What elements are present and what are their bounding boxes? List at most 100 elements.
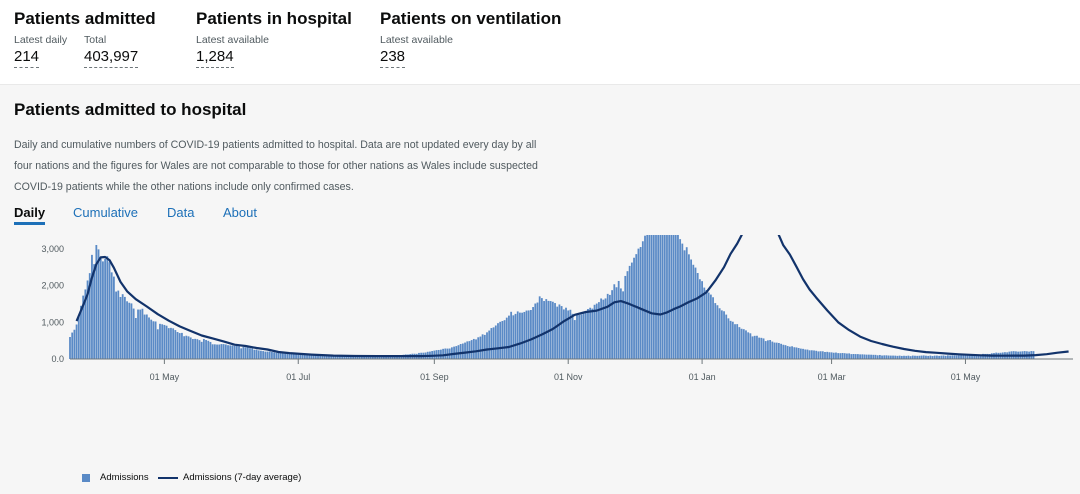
admissions-bar <box>723 311 725 359</box>
admissions-bar <box>881 355 883 359</box>
admissions-bar <box>582 312 585 359</box>
admissions-bar <box>670 235 673 359</box>
admitted-total-value[interactable]: 403,997 <box>84 48 139 68</box>
admissions-bar <box>374 355 376 359</box>
admissions-bar <box>279 352 282 359</box>
admissions-bar <box>332 355 335 359</box>
admissions-bar <box>591 308 594 359</box>
admissions-bar <box>400 355 403 359</box>
admissions-bar <box>931 356 934 359</box>
admissions-bar <box>86 280 89 359</box>
admissions-bar <box>492 327 495 359</box>
admissions-bar <box>874 354 877 359</box>
admissions-bar <box>598 302 600 359</box>
legend-admissions[interactable]: Admissions <box>82 472 149 483</box>
admissions-bar <box>688 254 690 359</box>
admissions-bar <box>196 339 199 359</box>
admissions-bar <box>802 348 804 359</box>
admissions-bar <box>505 317 508 359</box>
admissions-bar <box>979 354 982 359</box>
admissions-bar <box>554 303 556 359</box>
admissions-bar <box>734 324 736 359</box>
admissions-bar <box>841 353 844 359</box>
admissions-bar <box>655 235 657 359</box>
admissions-bar <box>323 355 326 359</box>
admissions-bar <box>681 243 684 359</box>
admissions-bar <box>898 355 901 359</box>
admissions-bar <box>729 320 732 359</box>
admissions-bar <box>837 353 840 359</box>
admissions-bar <box>639 247 642 359</box>
admissions-bar <box>369 356 372 359</box>
tab-cumulative[interactable]: Cumulative <box>73 205 139 220</box>
admissions-bar <box>391 355 394 359</box>
admissions-bar <box>472 338 475 359</box>
admissions-bar <box>156 329 159 359</box>
admissions-bar <box>630 262 633 359</box>
admissions-bar <box>797 348 800 359</box>
admissions-bar <box>235 345 238 359</box>
admissions-bar <box>885 355 888 359</box>
admitted-daily-value[interactable]: 214 <box>14 48 40 68</box>
admissions-bar <box>134 318 137 359</box>
x-tick-label: 01 Jul <box>286 372 310 382</box>
admissions-bar <box>497 323 499 359</box>
admissions-bar <box>813 350 815 359</box>
admissions-bar <box>325 355 328 359</box>
admissions-bar <box>547 300 550 359</box>
admissions-bar <box>957 355 960 359</box>
admissions-bar <box>652 235 655 359</box>
admissions-bar <box>694 267 697 359</box>
admissions-bar <box>216 344 218 359</box>
admissions-bar <box>308 355 311 359</box>
ventilation-value[interactable]: 238 <box>380 48 406 68</box>
admissions-bar <box>966 355 969 359</box>
admissions-bar <box>749 333 752 359</box>
x-tick-label: 01 May <box>150 372 180 382</box>
admissions-bar <box>159 323 161 359</box>
admissions-bar <box>483 334 486 359</box>
admissions-bar <box>892 355 894 359</box>
admissions-bar <box>846 353 848 359</box>
tab-daily[interactable]: Daily <box>14 205 46 225</box>
admissions-bar <box>143 314 146 359</box>
admissions-bar <box>960 355 962 359</box>
admitted-total-label: Total <box>84 34 107 46</box>
legend-average[interactable]: Admissions (7-day average) <box>158 472 301 483</box>
admissions-bar <box>336 355 339 359</box>
admissions-bar <box>271 352 273 359</box>
hospital-summary: Patients in hospital <box>196 8 352 30</box>
admissions-bar <box>457 345 460 359</box>
admissions-bar <box>176 332 179 359</box>
admitted-title: Patients admitted <box>14 9 156 28</box>
admissions-bar <box>668 235 671 359</box>
admissions-bar <box>606 293 609 359</box>
admissions-bar <box>707 292 710 359</box>
tab-about[interactable]: About <box>223 205 257 220</box>
admissions-bar <box>508 315 510 359</box>
admissions-bar <box>762 338 765 359</box>
admissions-bar <box>705 290 708 359</box>
admissions-bar <box>486 332 488 359</box>
hospital-value[interactable]: 1,284 <box>196 48 234 68</box>
admissions-bar <box>470 340 473 359</box>
admissions-bar <box>314 355 317 359</box>
admissions-bar <box>99 258 102 359</box>
admissions-bar <box>863 354 866 359</box>
admissions-bar <box>742 329 745 359</box>
admissions-bar <box>887 355 890 359</box>
admissions-bar <box>626 271 629 359</box>
admissions-bar <box>619 288 622 359</box>
admissions-bar <box>345 355 348 359</box>
admissions-bar <box>503 320 506 359</box>
admissions-bar <box>521 312 524 359</box>
admissions-bar <box>301 354 304 359</box>
seven-day-average-line <box>75 235 1069 358</box>
admissions-bar <box>358 355 361 359</box>
admissions-bar <box>97 249 100 359</box>
admissions-bar <box>602 299 605 359</box>
admissions-bar <box>545 299 548 359</box>
admissions-bar <box>738 327 741 359</box>
tab-data[interactable]: Data <box>167 205 195 220</box>
